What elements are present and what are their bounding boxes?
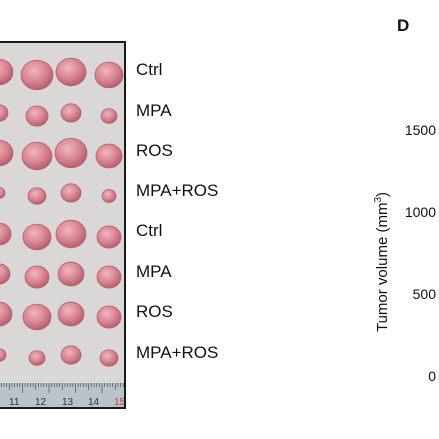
panel-letter: D (397, 16, 410, 35)
tumor-sample (0, 58, 14, 86)
tumor-sample (25, 105, 49, 127)
tumor-sample (20, 59, 54, 91)
tumor-sample (0, 139, 14, 167)
y-tick-label: 1000 (404, 204, 436, 220)
tumor-sample (95, 143, 123, 169)
tumor-sample (99, 349, 119, 367)
group-label-ros: ROS (136, 302, 173, 321)
tumor-sample (24, 265, 50, 289)
group-label-mpa: MPA (136, 262, 172, 281)
y-axis-title-power: 3 (373, 196, 384, 203)
tumor-sample (0, 222, 12, 246)
group-label-mpa-ros: MPA+ROS (136, 343, 219, 362)
tumor-sample (22, 303, 52, 331)
tumor-sample (54, 137, 88, 169)
tumor-sample (100, 108, 118, 124)
ruler-number: 14 (88, 397, 100, 408)
ruler-ticks (0, 383, 124, 393)
tumor-sample (0, 187, 6, 199)
tumor-sample (27, 187, 47, 205)
ruler-number: 11 (9, 397, 20, 408)
y-tick-label: 500 (412, 286, 436, 302)
tumor-sample (55, 219, 87, 249)
y-tick-label: 0 (428, 368, 436, 384)
tumor-photo-graphic: 11 12 13 14 15 (0, 57, 126, 408)
tumor-sample (60, 183, 82, 203)
tumor-sample (94, 61, 124, 89)
tumor-sample (60, 103, 82, 123)
tumor-sample (96, 305, 122, 329)
tumor-sample (96, 265, 122, 289)
tumor-sample (21, 141, 53, 171)
tumor-sample (57, 261, 85, 287)
ruler-number-highlight: 15 (114, 397, 126, 408)
group-label-ros: ROS (136, 141, 173, 160)
tumor-sample (101, 189, 117, 203)
ruler: 11 12 13 14 15 (0, 383, 126, 408)
tumor-sample (55, 57, 87, 87)
group-label-ctrl: Ctrl (136, 221, 163, 240)
tumor-photo: 11 12 13 14 15 (0, 41, 126, 409)
tumor-sample (57, 301, 85, 327)
y-axis-title: Tumor volume (mm3) (373, 192, 391, 332)
y-tick-label: 1500 (404, 122, 436, 138)
y-axis-title-text: Tumor volume (mm (374, 202, 391, 333)
y-axis-title-suffix: ) (374, 191, 391, 197)
ruler-number: 12 (35, 397, 47, 408)
tumor-sample (0, 301, 13, 327)
group-label-mpa: MPA (136, 101, 172, 120)
tumor-sample (0, 263, 11, 285)
tumor-sample (0, 348, 7, 362)
group-label-mpa-ros: MPA+ROS (136, 181, 219, 200)
tumor-sample (0, 104, 9, 122)
tumor-sample (28, 350, 46, 366)
tumor-sample (96, 225, 122, 249)
group-label-ctrl: Ctrl (136, 60, 163, 79)
tumor-layer (0, 57, 124, 367)
tumor-sample (60, 345, 82, 365)
ruler-number: 13 (62, 397, 74, 408)
tumor-sample (22, 223, 52, 251)
